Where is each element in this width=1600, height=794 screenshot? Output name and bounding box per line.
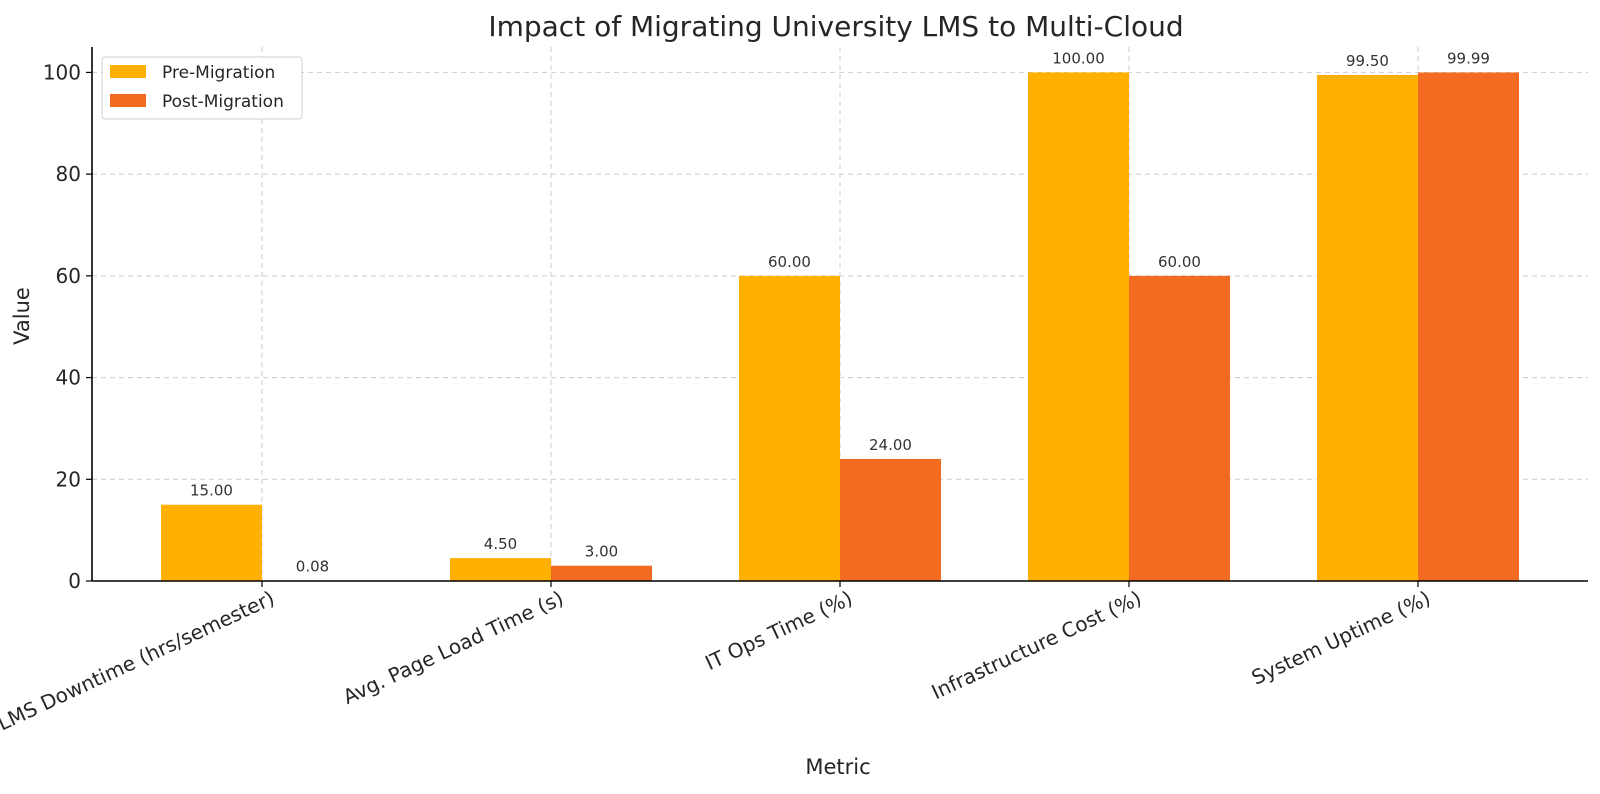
data-label-post-migration: 0.08 — [296, 558, 329, 576]
y-tick-label: 60 — [56, 264, 81, 288]
data-label-pre-migration: 15.00 — [190, 482, 233, 500]
data-label-post-migration: 60.00 — [1158, 253, 1201, 271]
bar-post-migration-system-uptime — [1418, 72, 1519, 581]
data-label-pre-migration: 60.00 — [768, 253, 811, 271]
x-axis-title: Metric — [805, 755, 870, 779]
bar-pre-migration-system-uptime — [1317, 74, 1418, 581]
x-tick-label-it-ops-time: IT Ops Time (%) — [701, 586, 856, 675]
y-axis-title: Value — [10, 287, 34, 345]
data-label-post-migration: 24.00 — [869, 436, 912, 454]
data-label-pre-migration: 4.50 — [484, 535, 517, 553]
y-tick-label: 100 — [43, 60, 81, 84]
axes — [86, 47, 1588, 587]
bar-post-migration-it-ops-time — [840, 458, 941, 581]
legend-label-pre-migration: Pre-Migration — [162, 63, 275, 83]
data-label-pre-migration: 99.50 — [1346, 52, 1389, 70]
y-tick-label: 0 — [68, 569, 81, 593]
legend-swatch-post-migration — [110, 94, 146, 107]
bar-pre-migration-lms-downtime-hrs-semester — [161, 504, 262, 581]
y-tick-label: 20 — [56, 467, 81, 491]
y-tick-label: 80 — [56, 162, 81, 186]
bar-pre-migration-it-ops-time — [739, 275, 840, 581]
chart-title: Impact of Migrating University LMS to Mu… — [488, 10, 1183, 43]
legend-frame — [101, 56, 303, 120]
data-label-post-migration: 3.00 — [585, 543, 618, 561]
data-label-pre-migration: 100.00 — [1052, 49, 1105, 67]
bar-pre-migration-infrastructure-cost — [1028, 72, 1129, 581]
legend-swatch-pre-migration — [110, 65, 146, 78]
bar-post-migration-infrastructure-cost — [1129, 275, 1230, 581]
bars — [161, 72, 1519, 581]
x-tick-label-infrastructure-cost: Infrastructure Cost (%) — [928, 586, 1145, 704]
x-tick-label-lms-downtime-hrs-semester: LMS Downtime (hrs/semester) — [0, 586, 278, 736]
x-tick-label-avg-page-load-time-s: Avg. Page Load Time (s) — [339, 586, 567, 709]
bar-pre-migration-avg-page-load-time-s — [450, 558, 551, 581]
data-label-post-migration: 99.99 — [1447, 49, 1490, 67]
legend: Pre-Migration Post-Migration — [101, 56, 303, 120]
data-labels: 15.00 4.50 60.00 100.00 99.50 0.08 3.00 24.00 60… — [190, 49, 1490, 575]
bar-post-migration-avg-page-load-time-s — [551, 565, 652, 581]
legend-label-post-migration: Post-Migration — [162, 92, 284, 112]
y-tick-label: 40 — [56, 366, 81, 390]
x-tick-label-system-uptime: System Uptime (%) — [1248, 586, 1434, 690]
